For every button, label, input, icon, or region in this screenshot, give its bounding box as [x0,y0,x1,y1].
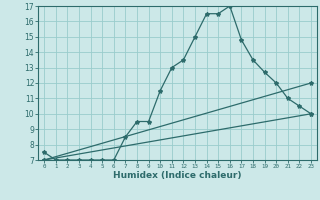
X-axis label: Humidex (Indice chaleur): Humidex (Indice chaleur) [113,171,242,180]
